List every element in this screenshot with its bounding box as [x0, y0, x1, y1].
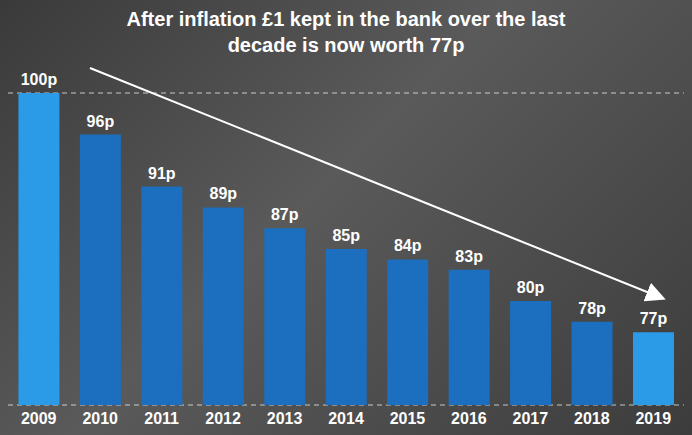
svg-text:2014: 2014: [328, 410, 364, 427]
svg-text:89p: 89p: [210, 185, 238, 202]
svg-text:2010: 2010: [82, 410, 118, 427]
svg-text:2018: 2018: [574, 410, 610, 427]
svg-text:2011: 2011: [144, 410, 179, 427]
html-text:After inflation £1 kept in the: After inflation £1 kept in the bank over…: [126, 8, 566, 56]
svg-text:91p: 91p: [148, 165, 176, 182]
svg-text:2013: 2013: [267, 410, 303, 427]
svg-text:2012: 2012: [205, 410, 241, 427]
svg-text:80p: 80p: [517, 279, 545, 296]
svg-text:78p: 78p: [578, 300, 606, 317]
svg-text:2017: 2017: [513, 410, 549, 427]
svg-text:96p: 96p: [87, 113, 115, 130]
svg-text:100p: 100p: [21, 71, 58, 88]
svg-text:87p: 87p: [271, 206, 299, 223]
svg-text:85p: 85p: [332, 227, 360, 244]
svg-text:2009: 2009: [21, 410, 57, 427]
svg-text:2016: 2016: [451, 410, 487, 427]
svg-text:77p: 77p: [640, 310, 668, 327]
svg-text:83p: 83p: [455, 248, 483, 265]
svg-text:84p: 84p: [394, 237, 422, 254]
svg-text:2015: 2015: [390, 410, 426, 427]
svg-text:2019: 2019: [635, 410, 671, 427]
